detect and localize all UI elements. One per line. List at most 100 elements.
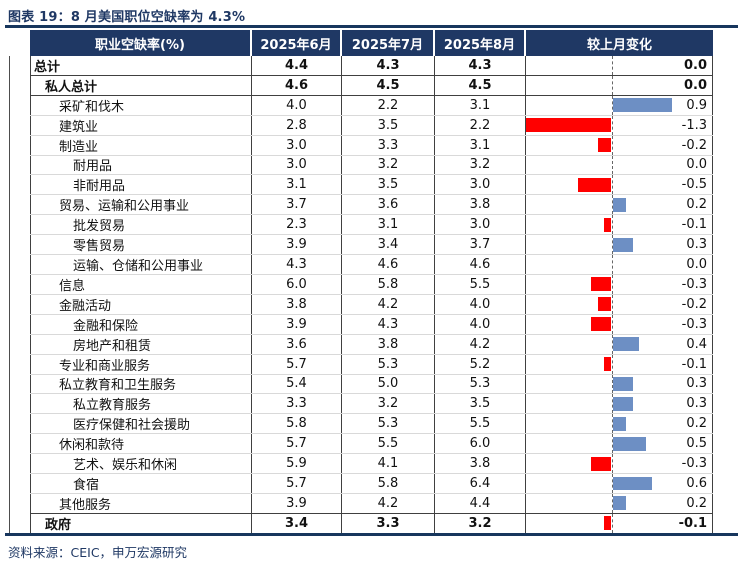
- change-cell: 0.2: [526, 195, 713, 215]
- value-jun: 3.1: [252, 175, 342, 195]
- zero-axis-line: [612, 255, 613, 274]
- value-aug: 3.7: [435, 235, 526, 255]
- figure-title: 图表 19：8 月美国职位空缺率为 4.3%: [8, 10, 246, 25]
- zero-axis-line: [612, 513, 613, 533]
- value-jun: 3.7: [252, 195, 342, 215]
- change-value: 0.6: [686, 475, 707, 491]
- change-bar-negative: [578, 177, 611, 192]
- change-value: -0.5: [681, 177, 707, 193]
- row-label: 金融和保险: [30, 314, 252, 334]
- change-cell: -0.2: [526, 294, 713, 314]
- change-cell: -0.1: [526, 354, 713, 374]
- value-aug: 3.0: [435, 215, 526, 235]
- change-value: -0.3: [681, 456, 707, 472]
- change-value: 0.2: [686, 495, 707, 511]
- change-value: 0.0: [683, 57, 707, 73]
- change-cell: 0.3: [526, 235, 713, 255]
- value-aug: 3.8: [435, 454, 526, 474]
- change-value: 0.4: [686, 336, 707, 352]
- change-bar-negative: [526, 118, 611, 133]
- change-value: 0.3: [686, 396, 707, 412]
- value-jul: 3.2: [342, 394, 435, 414]
- zero-axis-line: [612, 75, 613, 95]
- value-jun: 3.9: [252, 493, 342, 513]
- zero-axis-line: [612, 414, 613, 434]
- value-aug: 5.5: [435, 414, 526, 434]
- value-jun: 3.8: [252, 294, 342, 314]
- zero-axis-line: [612, 95, 613, 115]
- value-jun: 5.9: [252, 454, 342, 474]
- bottom-divider: [5, 533, 738, 536]
- table-row: 金融活动 3.8 4.2 4.0 -0.2: [30, 294, 713, 315]
- change-bar-positive: [613, 476, 652, 491]
- table-row: 政府 3.4 3.3 3.2 -0.1: [30, 513, 713, 534]
- header-occupation-vacancy-rate: 职业空缺率(%): [30, 30, 252, 56]
- value-aug: 4.0: [435, 314, 526, 334]
- value-aug: 4.3: [435, 56, 526, 75]
- value-jun: 3.4: [252, 513, 342, 533]
- value-jul: 4.2: [342, 493, 435, 513]
- row-label: 运输、仓储和公用事业: [30, 255, 252, 274]
- change-value: -0.3: [681, 276, 707, 292]
- value-jul: 3.3: [342, 513, 435, 533]
- change-bar-positive: [613, 496, 626, 511]
- row-label: 非耐用品: [30, 175, 252, 195]
- row-label: 私人总计: [30, 75, 252, 95]
- value-jul: 5.0: [342, 374, 435, 394]
- value-jun: 3.0: [252, 155, 342, 175]
- table-row: 贸易、运输和公用事业 3.7 3.6 3.8 0.2: [30, 195, 713, 216]
- header-2025-august: 2025年8月: [435, 30, 526, 56]
- row-label: 休闲和款待: [30, 434, 252, 454]
- change-bar-negative: [591, 456, 611, 471]
- row-label: 私立教育和卫生服务: [30, 374, 252, 394]
- value-jul: 5.5: [342, 434, 435, 454]
- title-divider: [5, 25, 738, 28]
- table-row: 运输、仓储和公用事业 4.3 4.6 4.6 0.0: [30, 255, 713, 275]
- value-jun: 3.3: [252, 394, 342, 414]
- value-jul: 3.1: [342, 215, 435, 235]
- value-jul: 3.5: [342, 115, 435, 135]
- value-jun: 3.6: [252, 334, 342, 354]
- zero-axis-line: [612, 175, 613, 195]
- value-jul: 3.5: [342, 175, 435, 195]
- change-value: -0.3: [681, 316, 707, 332]
- change-bar-negative: [604, 217, 611, 232]
- value-jul: 3.2: [342, 155, 435, 175]
- change-cell: -0.1: [526, 513, 713, 533]
- table-row: 总计 4.4 4.3 4.3 0.0: [30, 56, 713, 76]
- change-bar-positive: [613, 396, 633, 411]
- change-cell: 0.3: [526, 394, 713, 414]
- value-aug: 2.2: [435, 115, 526, 135]
- row-label: 信息: [30, 274, 252, 294]
- value-jun: 6.0: [252, 274, 342, 294]
- value-jun: 4.6: [252, 75, 342, 95]
- value-jul: 5.3: [342, 414, 435, 434]
- change-bar-positive: [613, 377, 633, 391]
- value-aug: 3.1: [435, 95, 526, 115]
- zero-axis-line: [612, 354, 613, 374]
- zero-axis-line: [612, 474, 613, 493]
- change-cell: 0.0: [526, 255, 713, 274]
- change-cell: -0.3: [526, 314, 713, 334]
- table-row: 零售贸易 3.9 3.4 3.7 0.3: [30, 235, 713, 256]
- value-jun: 3.9: [252, 314, 342, 334]
- table-row: 耐用品 3.0 3.2 3.2 0.0: [30, 155, 713, 176]
- value-jun: 2.3: [252, 215, 342, 235]
- value-jul: 4.3: [342, 56, 435, 75]
- table-row: 建筑业 2.8 3.5 2.2 -1.3: [30, 115, 713, 136]
- change-cell: 0.2: [526, 493, 713, 513]
- change-bar-negative: [591, 277, 611, 292]
- change-cell: 0.9: [526, 95, 713, 115]
- change-cell: -0.2: [526, 135, 713, 155]
- source-note: 资料来源：CEIC，申万宏源研究: [8, 545, 188, 560]
- value-aug: 6.4: [435, 474, 526, 493]
- value-aug: 4.5: [435, 75, 526, 95]
- zero-axis-line: [612, 314, 613, 334]
- row-label: 食宿: [30, 474, 252, 493]
- change-cell: 0.4: [526, 334, 713, 354]
- change-value: 0.0: [683, 77, 707, 93]
- zero-axis-line: [612, 394, 613, 414]
- change-cell: 0.6: [526, 474, 713, 493]
- value-aug: 3.2: [435, 155, 526, 175]
- value-jun: 5.7: [252, 434, 342, 454]
